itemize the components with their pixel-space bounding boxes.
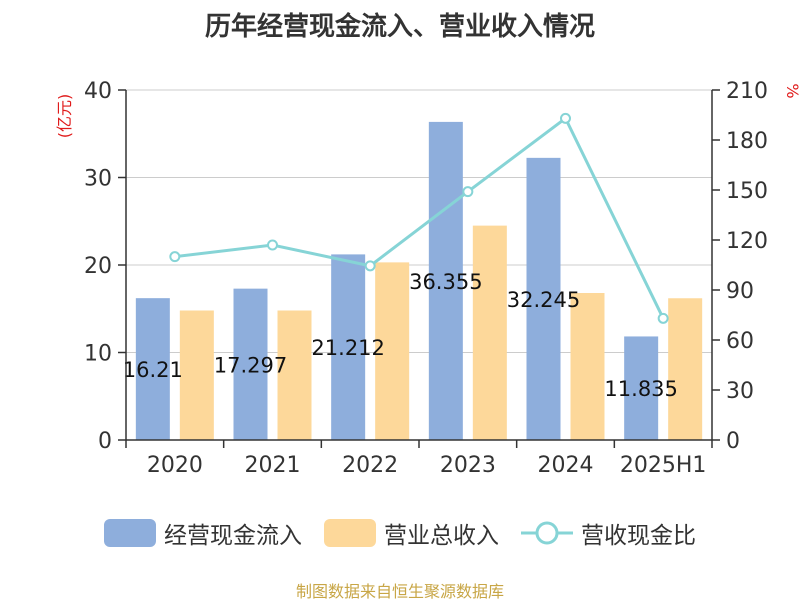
y-right-tick-label: 120 — [726, 229, 768, 254]
bar-value-label: 16.21 — [123, 358, 183, 382]
bar-value-label: 32.245 — [507, 288, 580, 312]
bar-revenue — [179, 310, 214, 440]
bar-value-label: 36.355 — [409, 270, 482, 294]
ratio-point — [169, 251, 181, 263]
ratio-line — [169, 112, 669, 324]
ratio-point — [364, 260, 376, 272]
bar-revenue — [375, 262, 410, 440]
bar-revenue — [277, 310, 312, 440]
y-left-tick-label: 0 — [98, 429, 112, 454]
bar-value-label: 17.297 — [214, 353, 287, 377]
bar-cash-inflow — [624, 336, 659, 440]
bar-cash-inflow — [428, 121, 463, 441]
y-right-tick-label: 0 — [726, 429, 740, 454]
chart-canvas: 16.21 17.297 21.212 36.355 32.245 11.835 0 10 2… — [55, 79, 800, 478]
legend-label-revenue: 营业总收入 — [384, 523, 499, 549]
legend-swatch-cash-inflow — [104, 519, 156, 547]
bar-value-label: 11.835 — [604, 377, 677, 401]
bar-cash-inflow — [135, 298, 170, 440]
bar-cash-inflow — [233, 288, 268, 440]
legend-item-ratio[interactable]: 营收现金比 — [521, 516, 696, 550]
legend-item-revenue[interactable]: 营业总收入 — [324, 516, 499, 550]
ratio-point — [657, 312, 669, 324]
legend-swatch-revenue — [324, 519, 376, 547]
bar-value-label: 21.212 — [311, 336, 384, 360]
x-tick-label: 2025H1 — [620, 453, 707, 478]
ratio-line-path — [174, 116, 665, 319]
source-note: 制图数据来自恒生聚源数据库 — [295, 582, 504, 601]
y-right-tick-label: 210 — [726, 79, 768, 104]
y-right-tick-label: 150 — [726, 179, 768, 204]
bar-labels: 16.21 17.297 21.212 36.355 32.245 11.835 — [123, 270, 678, 401]
y-left-tick-label: 20 — [84, 254, 112, 279]
x-tick-label: 2021 — [245, 453, 301, 478]
bar-revenue — [472, 225, 507, 440]
ratio-point — [267, 239, 278, 251]
legend-label-cash-inflow: 经营现金流入 — [164, 523, 302, 549]
axes: 0 10 20 30 40 0 30 60 90 120 150 180 210 (亿元)% 2020 202… — [55, 79, 800, 478]
bars — [135, 121, 703, 441]
legend: 经营现金流入 营业总收入 营收现金比 — [0, 516, 800, 550]
chart-title: 历年经营现金流入、营业收入情况 — [204, 12, 595, 42]
gridlines — [126, 89, 712, 353]
ratio-point — [462, 186, 474, 198]
y-right-tick-label: 30 — [726, 379, 754, 404]
x-tick-label: 2023 — [440, 453, 496, 478]
bar-revenue — [570, 293, 605, 440]
legend-label-ratio: 营收现金比 — [581, 523, 696, 549]
bar-revenue — [668, 298, 703, 440]
y-right-axis-title: % — [783, 83, 800, 98]
x-tick-label: 2022 — [342, 453, 398, 478]
ratio-point — [560, 112, 571, 124]
y-right-tick-label: 90 — [726, 279, 754, 304]
y-left-tick-label: 30 — [84, 167, 112, 192]
x-tick-label: 2020 — [147, 453, 203, 478]
bar-cash-inflow — [331, 254, 366, 440]
legend-swatch-ratio — [521, 521, 573, 545]
y-left-tick-label: 40 — [84, 79, 112, 104]
bar-cash-inflow — [526, 157, 561, 440]
x-tick-label: 2024 — [538, 453, 594, 478]
y-left-tick-label: 10 — [84, 342, 112, 367]
y-left-axis-title: (亿元) — [55, 94, 74, 139]
y-right-tick-label: 60 — [726, 329, 754, 354]
y-right-tick-label: 180 — [726, 129, 768, 154]
legend-item-cash-inflow[interactable]: 经营现金流入 — [104, 516, 302, 550]
